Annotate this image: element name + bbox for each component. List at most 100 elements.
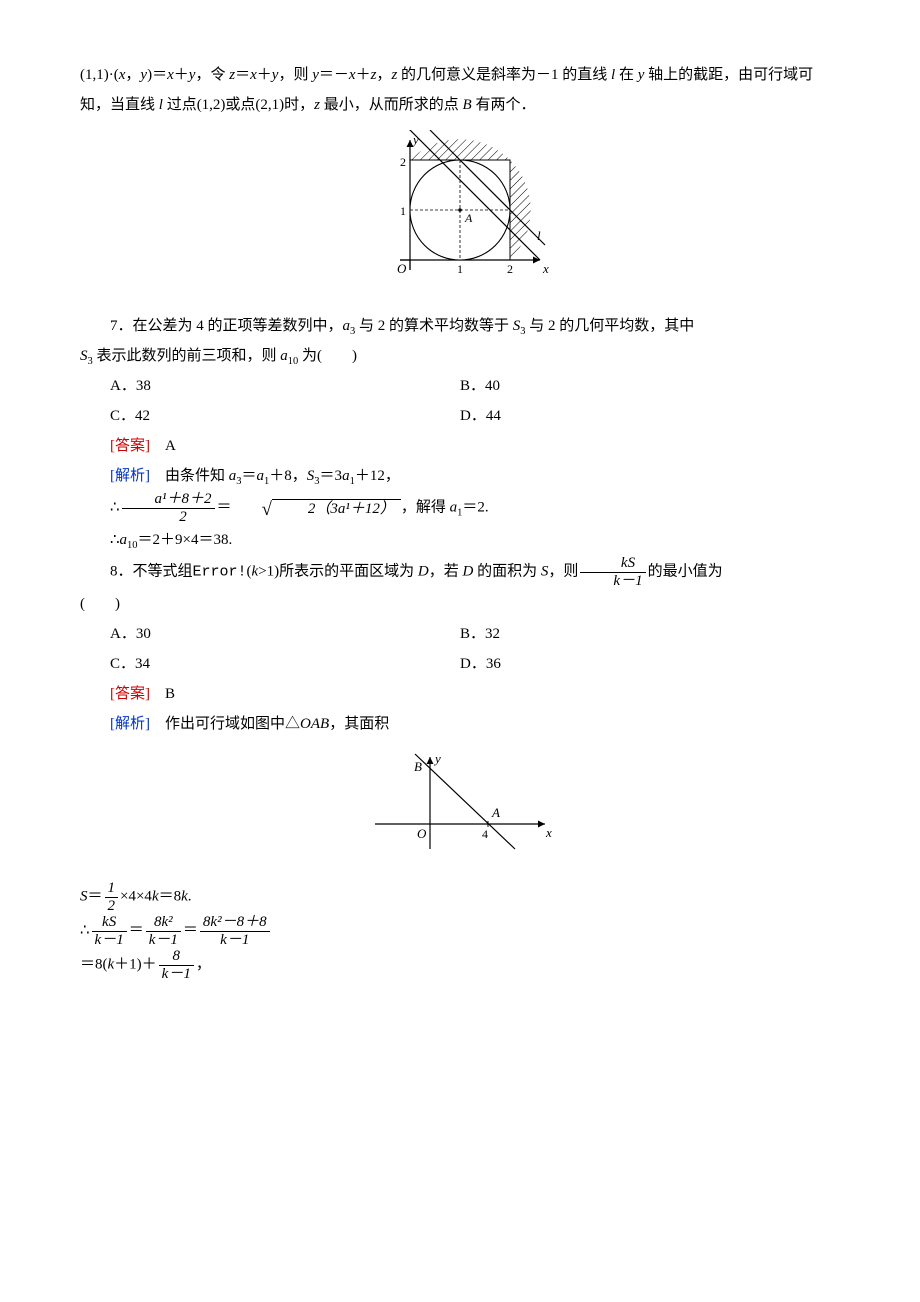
q7-optC: C．42: [80, 401, 460, 431]
t: k－1: [580, 573, 645, 590]
t: 的最小值为: [648, 563, 723, 579]
t: ，令: [195, 67, 229, 83]
svg-text:1: 1: [457, 262, 463, 276]
t: ，: [196, 956, 211, 972]
t: ＋: [356, 67, 371, 83]
t: 1: [105, 880, 119, 898]
t: 有两个．: [472, 97, 536, 113]
t: a: [280, 348, 288, 364]
t: 与 2 的算术平均数等于: [355, 318, 513, 334]
t: k: [152, 888, 159, 904]
svg-text:B: B: [414, 759, 422, 774]
t: ∴: [110, 499, 120, 515]
svg-text:y: y: [411, 132, 419, 147]
svg-text:1: 1: [400, 204, 406, 218]
t: 7．在公差为 4 的正项等差数列中，: [110, 318, 343, 334]
t: ，解得: [401, 499, 450, 515]
t: k－1: [146, 932, 181, 949]
q8-options-row2: C．34 D．36: [80, 649, 840, 679]
q7-options-row2: C．42 D．44: [80, 401, 840, 431]
t: ＋12，: [355, 468, 400, 484]
t: 作出可行域如图中△: [150, 716, 300, 732]
analysis-label: [解析]: [110, 468, 150, 484]
t: ＝－: [319, 67, 349, 83]
t: ，若: [429, 563, 463, 579]
t: ＝3: [320, 468, 343, 484]
answer-label: [答案]: [110, 686, 150, 702]
intro-line: (1,1)·(x，y)＝x＋y，令 z＝x＋y，则 y＝－x＋z，z 的几何意义…: [80, 60, 840, 120]
t: 在: [615, 67, 638, 83]
t: a: [342, 468, 350, 484]
svg-text:4: 4: [482, 827, 488, 841]
svg-text:y: y: [433, 751, 441, 766]
q8-analysis-1: [解析] 作出可行域如图中△OAB，其面积: [80, 709, 840, 739]
t: k: [181, 888, 188, 904]
t: ，则: [278, 67, 312, 83]
answer-label: [答案]: [110, 438, 150, 454]
t: a: [450, 499, 458, 515]
t: x: [167, 67, 174, 83]
t: ＝: [88, 888, 103, 904]
t: 8: [159, 948, 194, 966]
error-text: Error!: [193, 563, 247, 580]
q7-stem-cont: S3 表示此数列的前三项和，则 a10 为( ): [80, 341, 840, 371]
t: 最小，从而所求的点: [320, 97, 463, 113]
q8-optC: C．34: [80, 649, 460, 679]
svg-text:l: l: [537, 228, 541, 243]
svg-text:O: O: [397, 261, 407, 276]
t: 为( ): [298, 348, 357, 364]
q8-optD: D．36: [460, 649, 840, 679]
t: B: [463, 97, 472, 113]
t: (1,1)·(: [80, 67, 119, 83]
t: kS: [92, 914, 127, 932]
t: a: [120, 532, 128, 548]
fraction: a¹＋8＋22: [122, 491, 215, 525]
t: ＝2.: [462, 499, 488, 515]
q7-analysis-1: [解析] 由条件知 a3＝a1＋8，S3＝3a1＋12，: [80, 461, 840, 491]
t: ＝: [129, 922, 144, 938]
fraction: kSk－1: [92, 914, 127, 948]
t: x: [349, 67, 356, 83]
t: ＋: [174, 67, 189, 83]
t: 由条件知: [150, 468, 229, 484]
t: a: [343, 318, 351, 334]
t: 2（3a¹＋12）: [272, 499, 401, 518]
fraction: 8k²k－1: [146, 914, 181, 948]
q8-stem-end: ( ): [80, 589, 840, 619]
q7-optD: D．44: [460, 401, 840, 431]
t: ＋8，: [269, 468, 307, 484]
t: A: [150, 438, 176, 454]
t: ，其面积: [329, 716, 389, 732]
q8-optB: B．32: [460, 619, 840, 649]
t: )＝: [147, 67, 167, 83]
sqrt: √2（3a¹＋12）: [232, 499, 401, 518]
t: .: [188, 888, 192, 904]
t: B: [150, 686, 175, 702]
t: k－1: [92, 932, 127, 949]
t: a¹＋8＋2: [122, 491, 215, 509]
q8-answer: [答案] B: [80, 679, 840, 709]
t: ，则: [548, 563, 578, 579]
svg-text:A: A: [491, 805, 500, 820]
fraction: 8k²－8＋8k－1: [200, 914, 270, 948]
t: ∴: [110, 532, 120, 548]
t: 表示此数列的前三项和，则: [93, 348, 281, 364]
q8-stem: 8．不等式组Error!(k>1)所表示的平面区域为 D，若 D 的面积为 S，…: [80, 555, 840, 589]
t: ＝8: [159, 888, 182, 904]
svg-text:x: x: [542, 261, 549, 276]
t: a: [257, 468, 265, 484]
t: kS: [580, 555, 645, 573]
t: ＝8(: [80, 956, 108, 972]
t: 2: [122, 509, 215, 526]
q8-optA: A．30: [80, 619, 460, 649]
analysis-label: [解析]: [110, 716, 150, 732]
q7-optA: A．38: [80, 371, 460, 401]
t: S: [80, 888, 88, 904]
t: ＝: [235, 67, 250, 83]
q8-eq2: ∴kSk－1＝8k²k－1＝8k²－8＋8k－1: [80, 914, 840, 948]
t: ×4×4: [120, 888, 152, 904]
q8-eq1: S＝12×4×4k＝8k.: [80, 880, 840, 914]
svg-text:A: A: [464, 211, 473, 225]
t: k－1: [200, 932, 270, 949]
q7-answer: [答案] A: [80, 431, 840, 461]
